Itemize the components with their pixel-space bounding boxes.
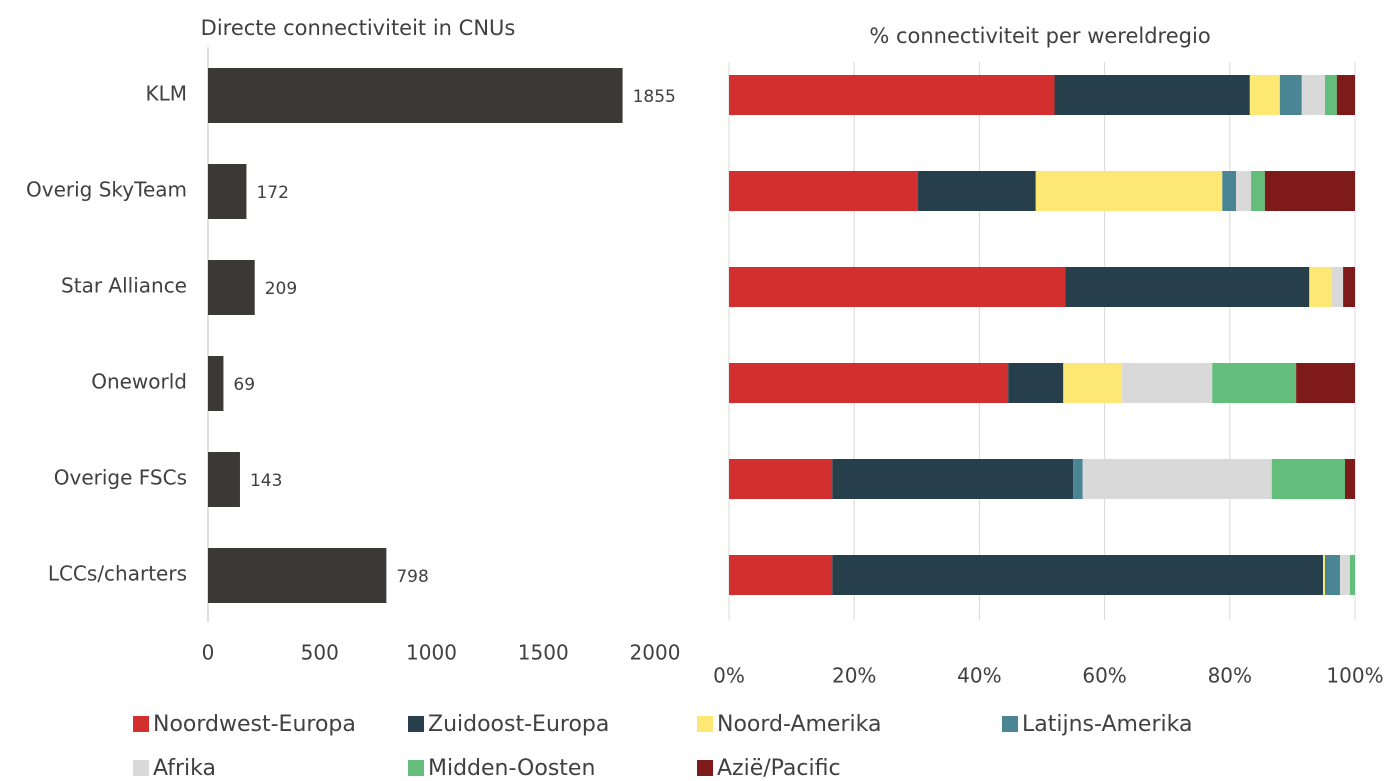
bar-segment (729, 459, 833, 499)
bar-segment (918, 171, 1036, 211)
x-tick-label: 60% (1082, 664, 1126, 688)
bar-segment (832, 555, 1324, 595)
bar-segment (1251, 171, 1265, 211)
category-label: KLM (145, 82, 187, 106)
bar (208, 452, 240, 507)
bar-segment (1301, 75, 1325, 115)
x-tick-label: 2000 (630, 641, 681, 665)
bar-segment (1336, 75, 1355, 115)
bar-segment (1349, 555, 1355, 595)
legend-swatch (408, 716, 424, 732)
category-label: Overige FSCs (54, 466, 187, 490)
legend-label: Midden-Oosten (428, 756, 595, 781)
bar-segment (1323, 555, 1325, 595)
data-label: 1855 (633, 87, 676, 107)
bar-segment (1222, 171, 1237, 211)
chart-title: % connectiviteit per wereldregio (869, 24, 1210, 48)
category-label: Overig SkyTeam (26, 178, 187, 202)
bar-segment (729, 267, 1066, 307)
bar (208, 548, 387, 603)
bar-segment (729, 171, 919, 211)
bar-segment (1249, 75, 1280, 115)
data-label: 172 (256, 183, 288, 203)
legend-swatch (133, 760, 149, 776)
bar-segment (832, 459, 1074, 499)
bar-segment (1073, 459, 1083, 499)
bar-segment (1122, 363, 1213, 403)
bar-segment (1271, 459, 1345, 499)
data-label: 69 (233, 375, 255, 395)
bar-segment (1296, 363, 1355, 403)
x-tick-label: 0% (713, 664, 745, 688)
category-label: LCCs/charters (48, 562, 187, 586)
x-tick-label: 500 (301, 641, 339, 665)
category-label: Star Alliance (61, 274, 187, 298)
x-tick-label: 40% (957, 664, 1001, 688)
data-label: 143 (250, 471, 282, 491)
chart-title: Directe connectiviteit in CNUs (201, 16, 516, 40)
bar-segment (1324, 555, 1340, 595)
bar-segment (1343, 267, 1355, 307)
bar-segment (1063, 363, 1123, 403)
bar-segment (1212, 363, 1297, 403)
x-tick-label: 100% (1326, 664, 1383, 688)
bar (208, 68, 623, 123)
legend-label: Noord-Amerika (717, 712, 881, 737)
bar-segment (1331, 267, 1344, 307)
x-tick-label: 20% (832, 664, 876, 688)
bar-segment (1236, 171, 1252, 211)
legend-label: Latijns-Amerika (1022, 712, 1192, 737)
bar-segment (1082, 459, 1272, 499)
bar-segment (1279, 75, 1302, 115)
legend-swatch (408, 760, 424, 776)
x-tick-label: 0 (202, 641, 215, 665)
bar-segment (1065, 267, 1310, 307)
bar-segment (729, 555, 833, 595)
bar-segment (1264, 171, 1355, 211)
x-tick-label: 1500 (518, 641, 569, 665)
x-tick-label: 1000 (406, 641, 457, 665)
legend-label: Azië/Pacific (717, 756, 841, 781)
bar (208, 260, 255, 315)
bar (208, 356, 224, 411)
bar-segment (1324, 75, 1337, 115)
data-label: 209 (265, 279, 297, 299)
legend-swatch (133, 716, 149, 732)
bar-segment (1309, 267, 1332, 307)
category-label: Oneworld (91, 370, 187, 394)
bar-segment (1344, 459, 1355, 499)
bar (208, 164, 247, 219)
legend-swatch (697, 760, 713, 776)
x-tick-label: 80% (1208, 664, 1252, 688)
bar-segment (1054, 75, 1250, 115)
legend-swatch (1002, 716, 1018, 732)
legend-label: Noordwest-Europa (153, 712, 356, 737)
bar-segment (1339, 555, 1350, 595)
bar-segment (1008, 363, 1064, 403)
legend-label: Zuidoost-Europa (428, 712, 609, 737)
bar-segment (729, 363, 1009, 403)
legend-label: Afrika (153, 756, 216, 781)
bar-segment (729, 75, 1055, 115)
bar-segment (1035, 171, 1223, 211)
legend-swatch (697, 716, 713, 732)
data-label: 798 (396, 567, 428, 587)
